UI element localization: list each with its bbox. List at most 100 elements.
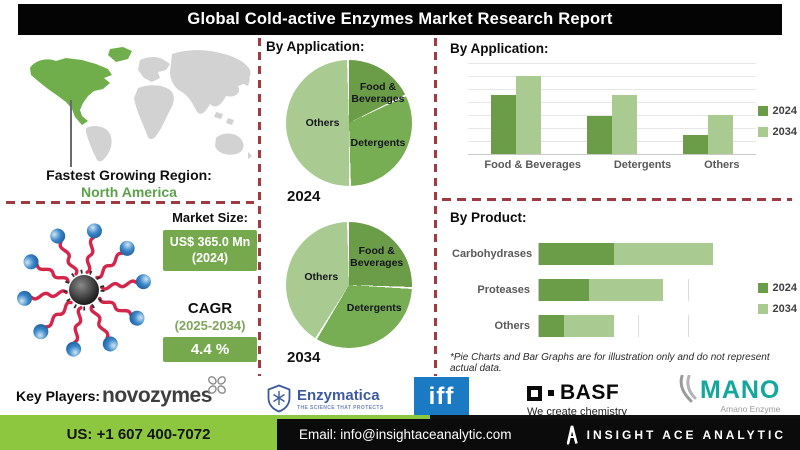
- bar-row-carbohydrases: Carbohydrases: [452, 236, 797, 272]
- pie-slice-label-detergents: Detergents: [350, 137, 406, 150]
- bar-track: [538, 279, 738, 301]
- segment-2024: [539, 243, 614, 265]
- pie-slice-label-others: Others: [304, 271, 339, 284]
- molecule-core: [69, 275, 99, 305]
- legend-swatch-2024: [757, 283, 768, 293]
- legend-label-2034: 2034: [772, 303, 797, 315]
- bar-group-detergents: [587, 63, 637, 154]
- bar-2034: [708, 114, 733, 154]
- disclaimer-footnote: *Pie Charts and Bar Graphs are for illus…: [450, 352, 770, 374]
- pie-slice-label-food-beverages: Food & Beverages: [351, 80, 405, 105]
- category-label: Detergents: [613, 159, 672, 171]
- logo-basf: BASF We create chemistry: [527, 381, 627, 418]
- page-title: Global Cold-active Enzymes Market Resear…: [18, 4, 782, 35]
- pie-chart-2024: Food & Beverages Detergents Others: [286, 60, 412, 186]
- enzymatica-tagline: THE SCIENCE THAT PROTECTS: [297, 404, 384, 411]
- pie-year-2034: 2034: [287, 349, 321, 366]
- pie-2024-graphic: [286, 60, 412, 186]
- key-players-label: Key Players:: [16, 388, 101, 404]
- dashed-separator: [434, 38, 437, 376]
- bar-row-others: Others: [452, 308, 797, 344]
- market-stats-panel: Market Size: US$ 365.0 Mn (2024) CAGR (2…: [163, 210, 257, 362]
- logo-amano: MANO Amano Enzyme: [676, 375, 780, 414]
- dashed-separator: [442, 198, 792, 201]
- pie-2034-graphic: [286, 222, 412, 348]
- legend-label-2024: 2024: [772, 105, 797, 117]
- logo-iff: iff: [414, 377, 469, 417]
- basf-wordmark: BASF: [560, 381, 620, 404]
- cagr-period: (2025-2034): [174, 317, 246, 333]
- bar-plot-area: [468, 63, 756, 155]
- category-label: Proteases: [477, 284, 530, 296]
- brand-name: INSIGHT ACE ANALYTIC: [586, 427, 786, 442]
- legend: 2024 2034: [757, 105, 797, 147]
- basf-dot-icon: [548, 390, 554, 396]
- footer-bar: US: +1 607 400-7072 Email: info@insighta…: [0, 419, 800, 450]
- world-map-graphic: [30, 47, 252, 162]
- legend-label-2034: 2034: [772, 126, 797, 138]
- segment-2034: [588, 279, 664, 301]
- category-label: Others: [704, 159, 740, 171]
- north-america-highlight: [30, 47, 132, 125]
- bar-track: [538, 243, 738, 265]
- bar-chart-product-heading: By Product:: [450, 210, 527, 225]
- category-label: Carbohydrases: [452, 248, 533, 260]
- logo-enzymatica: Enzymatica THE SCIENCE THAT PROTECTS: [266, 384, 384, 413]
- pie-year-2024: 2024: [287, 188, 321, 205]
- bar-group-food-beverages: [491, 63, 541, 154]
- bar-2024: [491, 94, 516, 154]
- segment-2034: [563, 315, 614, 337]
- category-label: Food & Beverages: [484, 159, 581, 171]
- bar-2034: [612, 94, 637, 154]
- cagr-label: CAGR: [187, 299, 233, 317]
- legend-label-2024: 2024: [772, 282, 797, 294]
- email-address: Email: info@insightaceanalytic.com: [299, 427, 512, 442]
- legend: 2024 2034: [757, 282, 797, 324]
- brand-lockup: INSIGHT ACE ANALYTIC: [565, 424, 786, 445]
- bar-chart-application-heading: By Application:: [450, 41, 549, 56]
- bar-track: [538, 315, 738, 337]
- region-label: Fastest Growing Region:: [46, 167, 212, 183]
- pie-slice-label-food-beverages: Food & Beverages: [350, 245, 404, 270]
- basf-square-icon: [527, 385, 542, 401]
- amano-tagline: Amano Enzyme: [720, 404, 781, 414]
- spike-ring: [63, 269, 105, 311]
- pie-chart-2034: Food & Beverages Detergents Others: [286, 222, 412, 348]
- segment-2034: [613, 243, 714, 265]
- footer-black-bar: Email: info@insightaceanalytic.com INSIG…: [277, 419, 800, 450]
- pie-section-heading: By Application:: [266, 39, 365, 54]
- novozymes-wordmark: novozymes: [102, 384, 212, 407]
- bar-2024: [683, 134, 708, 154]
- bar-2024: [587, 115, 612, 154]
- fastest-growing-region: Fastest Growing Region: North America: [0, 167, 258, 200]
- logo-novozymes: novozymes: [102, 376, 226, 408]
- bar-row-proteases: Proteases: [452, 272, 797, 308]
- bar-2034: [516, 75, 541, 154]
- pie-slice-label-others: Others: [305, 116, 340, 129]
- dashed-separator: [258, 38, 261, 376]
- bar-chart-by-application: Food & Beverages Detergents Others 2024 …: [452, 63, 797, 171]
- market-size-value: US$ 365.0 Mn (2024): [163, 230, 257, 271]
- market-size-label: Market Size:: [172, 210, 248, 225]
- bar-category-labels: Food & Beverages Detergents Others: [468, 159, 756, 171]
- accent-strip: [0, 415, 800, 419]
- enzyme-molecule-illustration: [17, 223, 151, 357]
- dashed-separator: [6, 201, 254, 204]
- segment-2024: [539, 315, 564, 337]
- category-label: Others: [494, 320, 530, 332]
- legend-swatch-2024: [757, 106, 768, 116]
- iff-wordmark: iff: [428, 383, 455, 410]
- region-value: North America: [81, 184, 177, 200]
- insight-ace-a-icon: [566, 425, 578, 445]
- map-pointer-line: [70, 100, 72, 167]
- segment-2024: [539, 279, 589, 301]
- bar-group-others: [683, 63, 733, 154]
- bar-chart-by-product: Carbohydrases Proteases Others 2024 2034: [452, 236, 797, 344]
- amano-tweezers-icon: [679, 375, 697, 403]
- clover-icon: [207, 376, 226, 394]
- cagr-value: 4.4 %: [163, 336, 257, 362]
- phone-number: US: +1 607 400-7072: [0, 419, 277, 450]
- enzymatica-wordmark: Enzymatica: [297, 386, 380, 404]
- amano-wordmark: MANO: [700, 376, 781, 404]
